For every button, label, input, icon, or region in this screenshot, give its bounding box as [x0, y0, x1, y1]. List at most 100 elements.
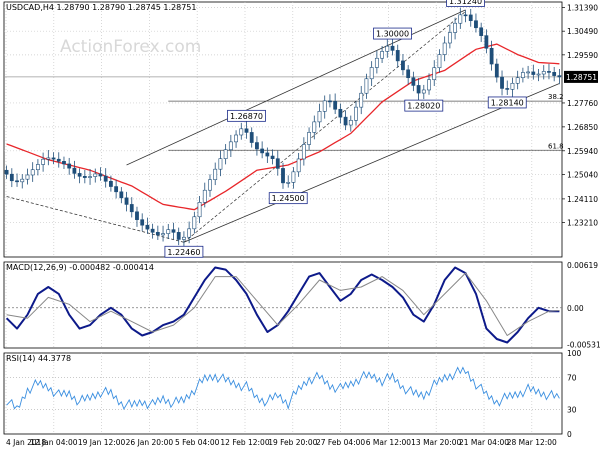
- candle-body[interactable]: [453, 22, 457, 33]
- candle-body[interactable]: [427, 79, 431, 91]
- candle-body[interactable]: [67, 163, 72, 169]
- candle-body[interactable]: [176, 232, 181, 240]
- candle-body[interactable]: [416, 85, 421, 94]
- candle-body[interactable]: [234, 134, 238, 143]
- candle-body[interactable]: [140, 219, 145, 226]
- candle-body[interactable]: [411, 77, 416, 86]
- candle-body[interactable]: [56, 158, 61, 162]
- candle-body[interactable]: [98, 173, 103, 177]
- candle-body[interactable]: [328, 100, 332, 103]
- candle-body[interactable]: [109, 180, 113, 187]
- candle-body[interactable]: [552, 72, 557, 76]
- candle-body[interactable]: [301, 144, 306, 160]
- candle-body[interactable]: [41, 158, 46, 165]
- candle-body[interactable]: [208, 179, 212, 191]
- candle-body[interactable]: [223, 149, 228, 159]
- candle-body[interactable]: [114, 186, 119, 193]
- candle-body[interactable]: [343, 116, 348, 126]
- candle-body[interactable]: [62, 161, 66, 165]
- candle-body[interactable]: [166, 229, 171, 234]
- candle-body[interactable]: [474, 20, 478, 29]
- candle-body[interactable]: [129, 204, 134, 213]
- macd-panel[interactable]: [4, 266, 562, 344]
- candle-body[interactable]: [338, 108, 343, 118]
- candle-body[interactable]: [281, 168, 285, 184]
- candle-body[interactable]: [255, 142, 259, 150]
- price-panel[interactable]: 38.2 61.8 1.22460 1.26870 1.24500 1.30000 1.28…: [4, 0, 564, 258]
- candle-body[interactable]: [135, 211, 139, 220]
- candle-body[interactable]: [364, 78, 369, 94]
- candle-body[interactable]: [82, 175, 87, 178]
- candle-body[interactable]: [359, 92, 364, 108]
- candle-body[interactable]: [541, 71, 546, 75]
- candle-body[interactable]: [442, 42, 447, 55]
- candle-body[interactable]: [395, 50, 400, 62]
- candle-body[interactable]: [547, 71, 551, 73]
- candle-body[interactable]: [150, 228, 155, 233]
- candle-body[interactable]: [374, 57, 379, 68]
- candle-body[interactable]: [531, 71, 536, 75]
- candle-body[interactable]: [197, 202, 202, 218]
- candle-body[interactable]: [25, 174, 30, 180]
- candle-body[interactable]: [270, 155, 275, 159]
- candle-body[interactable]: [213, 168, 218, 181]
- candle-body[interactable]: [260, 148, 265, 154]
- candle-body[interactable]: [20, 178, 25, 183]
- candle-body[interactable]: [275, 158, 280, 169]
- candle-body[interactable]: [119, 191, 124, 199]
- candle-body[interactable]: [192, 216, 197, 230]
- candle-body[interactable]: [484, 35, 489, 49]
- candle-body[interactable]: [35, 164, 40, 171]
- candle-body[interactable]: [536, 73, 541, 76]
- candle-body[interactable]: [317, 111, 322, 123]
- candle-body[interactable]: [432, 67, 437, 81]
- candle-body[interactable]: [161, 233, 165, 236]
- candle-body[interactable]: [557, 75, 562, 78]
- candle-body[interactable]: [171, 229, 176, 233]
- candle-body[interactable]: [265, 152, 270, 157]
- candle-body[interactable]: [182, 236, 186, 240]
- candle-body[interactable]: [437, 54, 442, 69]
- candle-body[interactable]: [322, 100, 327, 112]
- rsi-panel[interactable]: [4, 366, 562, 411]
- candle-body[interactable]: [88, 176, 92, 178]
- candle-body[interactable]: [468, 14, 473, 22]
- candle-body[interactable]: [354, 106, 358, 121]
- candle-body[interactable]: [463, 14, 468, 17]
- candle-body[interactable]: [296, 158, 301, 173]
- candle-body[interactable]: [421, 89, 426, 94]
- candle-body[interactable]: [9, 173, 14, 182]
- candle-body[interactable]: [510, 82, 515, 90]
- candle-body[interactable]: [249, 132, 254, 143]
- candle-body[interactable]: [520, 72, 525, 79]
- candle-body[interactable]: [15, 180, 19, 183]
- candle-body[interactable]: [500, 76, 504, 89]
- candle-body[interactable]: [505, 88, 510, 90]
- candle-body[interactable]: [333, 101, 338, 110]
- candle-body[interactable]: [348, 119, 353, 126]
- candle-body[interactable]: [46, 157, 51, 160]
- candle-body[interactable]: [218, 158, 223, 170]
- candle-body[interactable]: [244, 128, 249, 133]
- candle-body[interactable]: [30, 169, 35, 176]
- candle-body[interactable]: [51, 157, 56, 160]
- candle-body[interactable]: [380, 51, 384, 59]
- candle-body[interactable]: [307, 132, 311, 145]
- candle-body[interactable]: [77, 173, 82, 177]
- candle-body[interactable]: [4, 169, 9, 175]
- candle-body[interactable]: [312, 121, 317, 133]
- candle-body[interactable]: [124, 197, 129, 205]
- candle-body[interactable]: [93, 173, 98, 177]
- candle-body[interactable]: [494, 63, 499, 78]
- candle-body[interactable]: [202, 189, 207, 203]
- candle-body[interactable]: [291, 171, 296, 183]
- candle-body[interactable]: [286, 182, 291, 184]
- candle-body[interactable]: [458, 14, 463, 24]
- candle-body[interactable]: [479, 27, 484, 36]
- candle-body[interactable]: [385, 45, 390, 52]
- candle-body[interactable]: [489, 47, 494, 65]
- candle-body[interactable]: [228, 141, 233, 151]
- candle-body[interactable]: [103, 175, 108, 182]
- candle-body[interactable]: [155, 231, 160, 236]
- candle-body[interactable]: [369, 67, 374, 80]
